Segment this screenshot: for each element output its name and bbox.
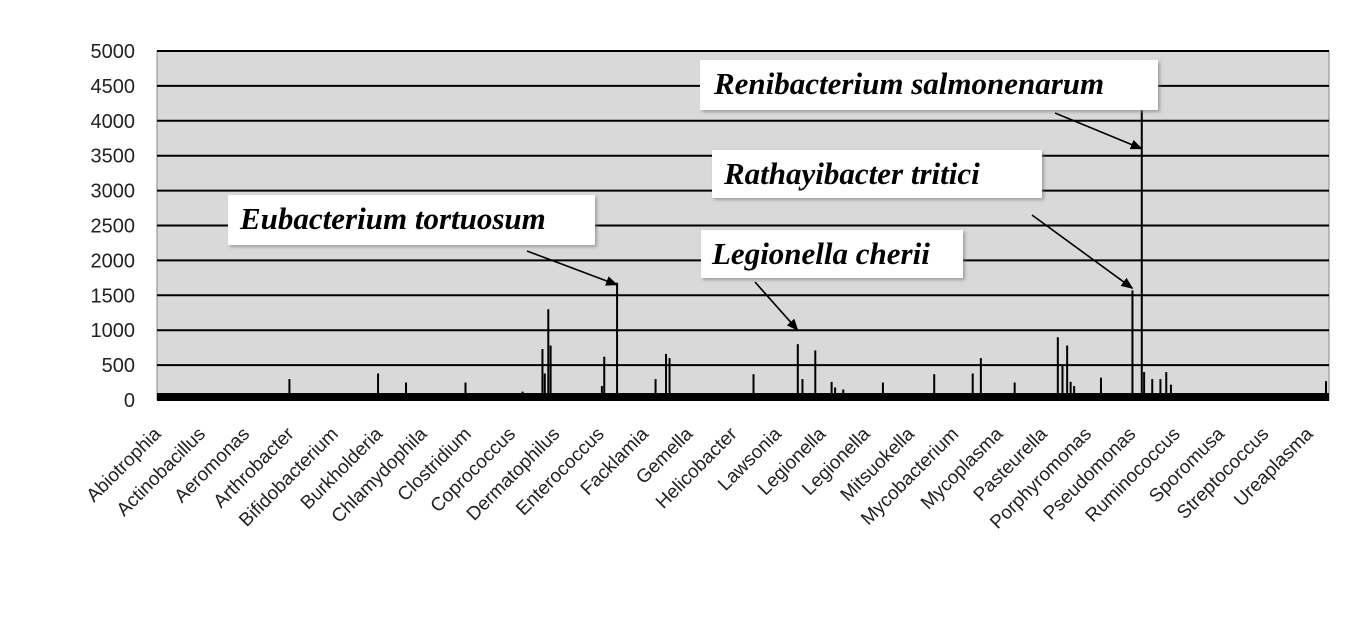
bar [796,344,799,400]
y-tick-label: 3000 [91,181,136,203]
bar [521,391,524,400]
bar [1073,386,1076,400]
bar [1151,379,1154,400]
y-tick-label: 5000 [91,41,136,63]
bar [1143,372,1146,400]
annotation-label: Eubacterium tortuosum [239,201,546,236]
bar [842,389,845,400]
annotation-arrow [754,281,799,331]
y-tick-label: 2000 [91,250,136,272]
bar [464,382,467,400]
bar [814,350,817,400]
y-tick-label: 2500 [91,216,136,238]
bar [1013,382,1016,400]
y-tick-label: 4000 [91,111,136,133]
bar [801,379,804,400]
bar [616,282,619,400]
bar [1131,290,1134,400]
annotation-arrow [1031,214,1134,289]
annotation-arrow [526,250,619,286]
annotation-label: Renibacterium salmonenarum [713,66,1104,101]
bar [1069,381,1072,400]
bar [288,379,291,400]
bar [752,374,755,400]
annotation-label: Legionella cherii [711,236,930,271]
bar [881,382,884,400]
bar [1159,379,1162,400]
bars [157,110,1329,401]
callout-box [701,230,963,278]
bar [1169,384,1172,400]
annotation-arrows [526,112,1143,331]
bar [600,386,603,400]
bar [668,358,671,400]
bar [549,345,552,400]
bar [543,373,546,400]
bar [830,381,833,400]
bar [1140,110,1143,400]
bar [541,349,544,400]
annotation-callouts: Renibacterium salmonenarum Rathayibacter … [228,60,1158,278]
bar [1099,377,1102,400]
y-tick-label: 500 [102,355,135,377]
annotation-label: Rathayibacter tritici [723,156,980,191]
bar [1061,365,1064,400]
bar [1325,381,1327,400]
callout-box [700,60,1158,110]
annotation-arrow [1054,112,1143,150]
bar [1165,372,1168,400]
y-tick-label: 3500 [91,146,136,168]
bar [665,353,668,400]
bar [603,356,606,400]
y-tick-label: 1500 [91,285,136,307]
y-tick-label: 1000 [91,320,136,342]
bar [547,309,550,400]
bar [979,358,982,400]
y-tick-label: 0 [124,390,135,412]
bar [654,379,657,400]
bar [971,373,974,400]
baseline-bars [157,393,1329,400]
bar [1066,345,1069,400]
bar [405,382,408,400]
bar [933,374,936,400]
y-axis-ticks: 0 500 1000 1500 2000 2500 3000 3500 4000 4500 5000 [91,41,136,412]
bar [377,373,380,400]
bar [834,387,837,400]
callout-box [228,195,595,245]
bar [1056,337,1059,400]
y-tick-label: 4500 [91,76,136,98]
callout-box [712,150,1042,198]
x-axis-labels: AbiotrophiaActinobacillusAeromonasArthro… [83,423,1318,533]
